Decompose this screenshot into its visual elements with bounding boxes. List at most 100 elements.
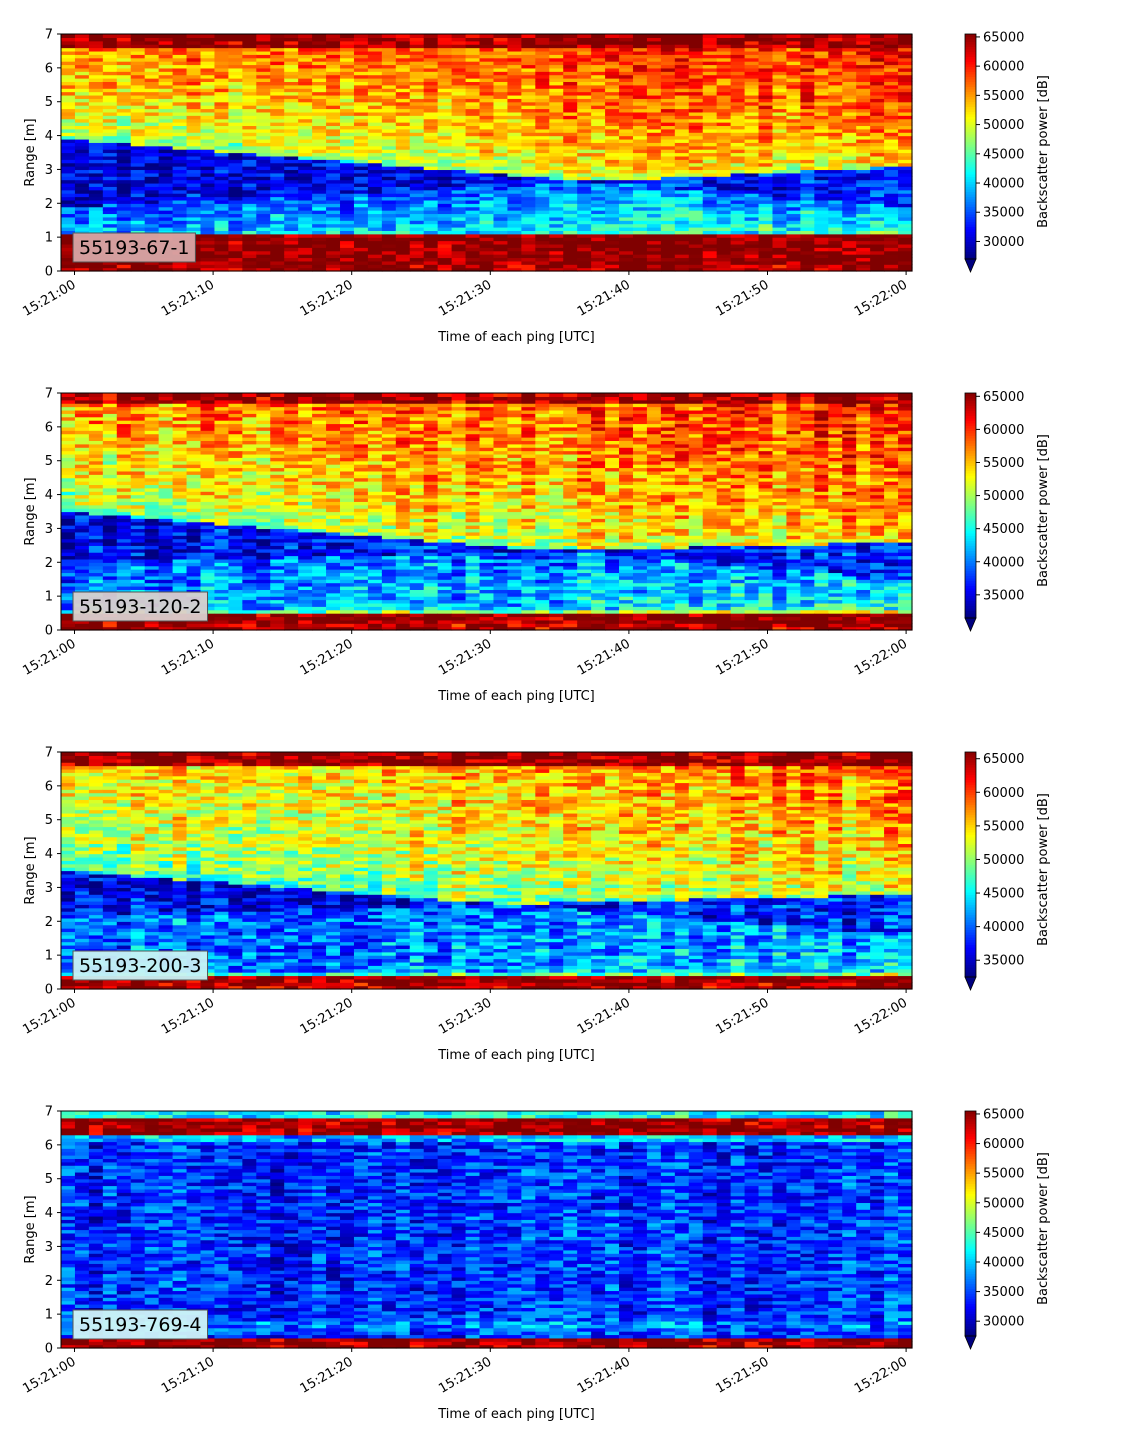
heatmap-cell <box>716 122 732 127</box>
heatmap-cell <box>144 420 160 425</box>
heatmap-cell <box>381 152 397 157</box>
heatmap-cell <box>591 226 606 231</box>
heatmap-cell <box>591 34 606 38</box>
heatmap-cell <box>340 166 355 171</box>
heatmap-cell <box>172 61 188 66</box>
heatmap-cell <box>437 145 453 150</box>
heatmap-cell <box>758 264 774 269</box>
heatmap-cell <box>549 237 564 242</box>
heatmap-cell <box>465 91 481 96</box>
heatmap-cell <box>270 193 285 198</box>
colorbar-swatch <box>965 211 976 215</box>
heatmap-cell <box>898 223 913 228</box>
heatmap-cell <box>577 138 592 143</box>
heatmap-cell <box>158 67 174 72</box>
heatmap-cell <box>312 240 327 245</box>
heatmap-cell <box>88 142 104 147</box>
heatmap-cell <box>116 409 132 414</box>
heatmap-cell <box>409 186 425 191</box>
heatmap-cell <box>144 508 160 513</box>
heatmap-cell <box>228 159 243 164</box>
heatmap-cell <box>730 145 746 150</box>
heatmap-cell <box>298 250 313 255</box>
heatmap-cell <box>256 257 271 262</box>
heatmap-cell <box>298 115 313 120</box>
heatmap-cell <box>270 159 285 164</box>
heatmap-cell <box>74 44 90 49</box>
heatmap-cell <box>716 155 732 160</box>
heatmap-cell <box>800 101 815 106</box>
heatmap-cell <box>353 115 369 120</box>
heatmap-cell <box>172 169 188 174</box>
heatmap-cell <box>102 491 118 496</box>
heatmap-cell <box>563 213 578 218</box>
heatmap-cell <box>74 111 90 116</box>
heatmap-cell <box>130 443 146 448</box>
heatmap-cell <box>549 125 564 130</box>
heatmap-cell <box>591 267 606 272</box>
heatmap-cell <box>451 84 467 89</box>
heatmap-cell <box>158 105 174 110</box>
heatmap-cell <box>144 176 160 181</box>
heatmap-cell <box>660 172 676 177</box>
heatmap-cell <box>744 179 760 184</box>
heatmap-cell <box>144 541 160 546</box>
heatmap-cell <box>158 149 174 154</box>
heatmap-cell <box>772 267 788 272</box>
heatmap-cell <box>856 243 871 248</box>
heatmap-cell <box>898 206 913 211</box>
heatmap-cell <box>186 152 202 157</box>
heatmap-cell <box>758 115 774 120</box>
heatmap-cell <box>116 78 132 82</box>
heatmap-cell <box>158 403 174 408</box>
heatmap-cell <box>88 626 104 631</box>
heatmap-cell <box>326 203 341 208</box>
heatmap-cell <box>214 81 230 86</box>
heatmap-cell <box>591 142 606 147</box>
heatmap-cell <box>884 37 899 42</box>
heatmap-cell <box>646 149 662 154</box>
heatmap-cell <box>716 216 732 221</box>
heatmap-cell <box>744 125 760 130</box>
heatmap-cell <box>758 254 774 259</box>
heatmap-cell <box>856 186 871 191</box>
heatmap-cell <box>688 230 704 235</box>
heatmap-cell <box>730 220 746 225</box>
heatmap-cell <box>591 264 606 269</box>
heatmap-cell <box>186 169 202 174</box>
heatmap-cell <box>507 54 522 59</box>
heatmap-cell <box>61 260 76 265</box>
heatmap-cell <box>423 78 439 82</box>
heatmap-cell <box>74 213 90 218</box>
heatmap-cell <box>884 196 899 201</box>
heatmap-cell <box>116 518 132 523</box>
heatmap-cell <box>619 78 634 82</box>
heatmap-cell <box>856 40 871 45</box>
heatmap-cell <box>74 145 90 150</box>
heatmap-cell <box>549 71 564 76</box>
heatmap-cell <box>214 34 230 38</box>
heatmap-cell <box>758 50 774 55</box>
heatmap-cell <box>842 189 857 194</box>
heatmap-cell <box>786 162 801 167</box>
heatmap-cell <box>214 182 230 187</box>
heatmap-cell <box>632 247 648 252</box>
heatmap-cell <box>256 193 271 198</box>
heatmap-cell <box>660 247 676 252</box>
heatmap-cell <box>814 37 829 42</box>
heatmap-cell <box>340 179 355 184</box>
heatmap-cell <box>116 94 132 99</box>
heatmap-cell <box>102 37 118 42</box>
heatmap-cell <box>74 189 90 194</box>
heatmap-cell <box>744 54 760 59</box>
heatmap-cell <box>102 409 118 414</box>
heatmap-cell <box>200 47 216 52</box>
heatmap-cell <box>88 101 104 106</box>
heatmap-cell <box>744 74 760 79</box>
heatmap-cell <box>88 487 104 492</box>
heatmap-cell <box>61 111 76 116</box>
heatmap-cell <box>716 111 732 116</box>
heatmap-cell <box>340 132 355 137</box>
